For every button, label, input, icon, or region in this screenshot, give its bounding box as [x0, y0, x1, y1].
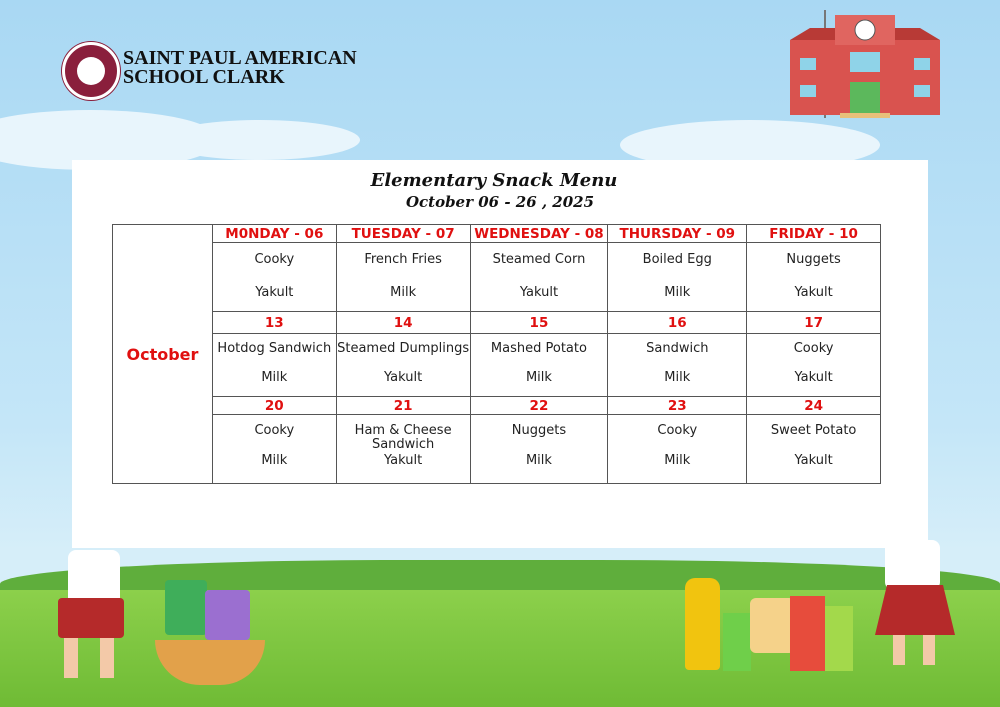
- snack-row: Cooky Milk Ham & Cheese Sandwich Yakult Nugg…: [113, 414, 881, 484]
- day-header-row: 20 21 22 23 24: [113, 396, 881, 415]
- day-header: 17: [746, 311, 881, 334]
- menu-title: Elementary Snack Menu: [370, 170, 618, 191]
- snack-cell: Steamed Dumplings Yakult: [335, 333, 471, 397]
- snack-cell: Steamed Corn Yakult: [469, 242, 609, 312]
- day-header: TUESDAY - 07: [335, 224, 471, 243]
- drink-item: Yakult: [384, 370, 423, 385]
- day-header-row: 13 14 15 16 17: [113, 311, 881, 334]
- snack-item: Nuggets: [786, 252, 841, 267]
- snack-item: Mashed Potato: [490, 341, 587, 356]
- snack-item: Nuggets: [511, 423, 567, 438]
- day-header: 16: [607, 311, 748, 334]
- school-name-line2: SCHOOL CLARK: [123, 66, 285, 88]
- school-name-line1: SAINT PAUL AMERICAN: [123, 47, 357, 69]
- school-name: SAINT PAUL AMERICAN SCHOOL CLARK: [123, 47, 357, 88]
- drink-item: Milk: [664, 285, 691, 300]
- snack-item: Ham & Cheese Sandwich: [354, 423, 452, 452]
- snacks-drinks-illustration: [685, 578, 860, 673]
- snack-cell: Nuggets Yakult: [746, 242, 881, 312]
- drink-item: Milk: [525, 370, 552, 385]
- month-label: October: [112, 224, 213, 484]
- snack-item: Boiled Egg: [642, 252, 712, 267]
- day-header: THURSDAY - 09: [607, 224, 748, 243]
- snack-cell: Cooky Milk: [607, 414, 748, 484]
- drink-item: Milk: [525, 453, 552, 468]
- drink-item: Yakult: [384, 453, 423, 468]
- day-header: 21: [335, 396, 471, 415]
- day-header: WEDNESDAY - 08: [469, 224, 609, 243]
- drink-item: Yakult: [255, 285, 294, 300]
- drink-item: Yakult: [794, 285, 833, 300]
- day-header: 13: [211, 311, 337, 334]
- drink-item: Yakult: [519, 285, 559, 300]
- day-header: 24: [746, 396, 881, 415]
- drink-item: Milk: [664, 453, 691, 468]
- snack-item: Cooky: [657, 423, 698, 438]
- drink-item: Milk: [390, 285, 417, 300]
- snack-item: French Fries: [364, 252, 442, 267]
- snack-cell: Cooky Yakult: [746, 333, 881, 397]
- snack-cell: Ham & Cheese Sandwich Yakult: [335, 414, 471, 484]
- day-header: M0NDAY - 06: [211, 224, 337, 243]
- cloud: [160, 120, 360, 160]
- snack-item: Hotdog Sandwich: [217, 341, 332, 356]
- snack-item: Sweet Potato: [770, 423, 857, 438]
- drink-item: Yakult: [794, 453, 833, 468]
- day-header: 20: [211, 396, 337, 415]
- snack-cell: Cooky Milk: [211, 414, 337, 484]
- snack-cell: Hotdog Sandwich Milk: [211, 333, 337, 397]
- snack-cell: Sweet Potato Yakult: [746, 414, 881, 484]
- school-logo: [62, 42, 120, 100]
- snack-item: Cooky: [254, 252, 295, 267]
- drink-item: Yakult: [794, 370, 833, 385]
- day-header: FRIDAY - 10: [746, 224, 881, 243]
- menu-card: Elementary Snack Menu October 06 - 26 , …: [72, 160, 928, 548]
- drink-item: Milk: [261, 453, 288, 468]
- day-header: 15: [469, 311, 609, 334]
- day-header: 22: [469, 396, 609, 415]
- snack-item: Cooky: [793, 341, 834, 356]
- snack-menu-table: October M0NDAY - 06 TUESDAY - 07 WEDNESDAY …: [112, 224, 881, 484]
- school-building-illustration: [790, 10, 940, 118]
- drink-item: Milk: [664, 370, 691, 385]
- snack-row: Hotdog Sandwich Milk Steamed Dumplings Yaku…: [113, 333, 881, 397]
- day-header-row: October M0NDAY - 06 TUESDAY - 07 WEDNESDAY …: [112, 224, 881, 484]
- snack-cell: French Fries Milk: [335, 242, 471, 312]
- snack-item: Sandwich: [646, 341, 709, 356]
- snack-item: Steamed Corn: [492, 252, 586, 267]
- snack-item: Steamed Dumplings: [337, 341, 470, 356]
- menu-date-range: October 06 - 26 , 2025: [405, 193, 595, 211]
- girl-illustration: [865, 500, 960, 680]
- snack-cell: Mashed Potato Milk: [469, 333, 609, 397]
- boy-illustration: [50, 510, 150, 690]
- snack-basket-illustration: [150, 575, 270, 685]
- day-header: 14: [335, 311, 471, 334]
- snack-cell: Boiled Egg Milk: [607, 242, 748, 312]
- snack-cell: Nuggets Milk: [469, 414, 609, 484]
- drink-item: Milk: [261, 370, 288, 385]
- snack-cell: Sandwich Milk: [607, 333, 748, 397]
- snack-cell: Cooky Yakult: [211, 242, 337, 312]
- snack-row: Cooky Yakult French Fries Milk Steamed Corn Y…: [113, 242, 881, 312]
- day-header: 23: [607, 396, 748, 415]
- snack-item: Cooky: [254, 423, 295, 438]
